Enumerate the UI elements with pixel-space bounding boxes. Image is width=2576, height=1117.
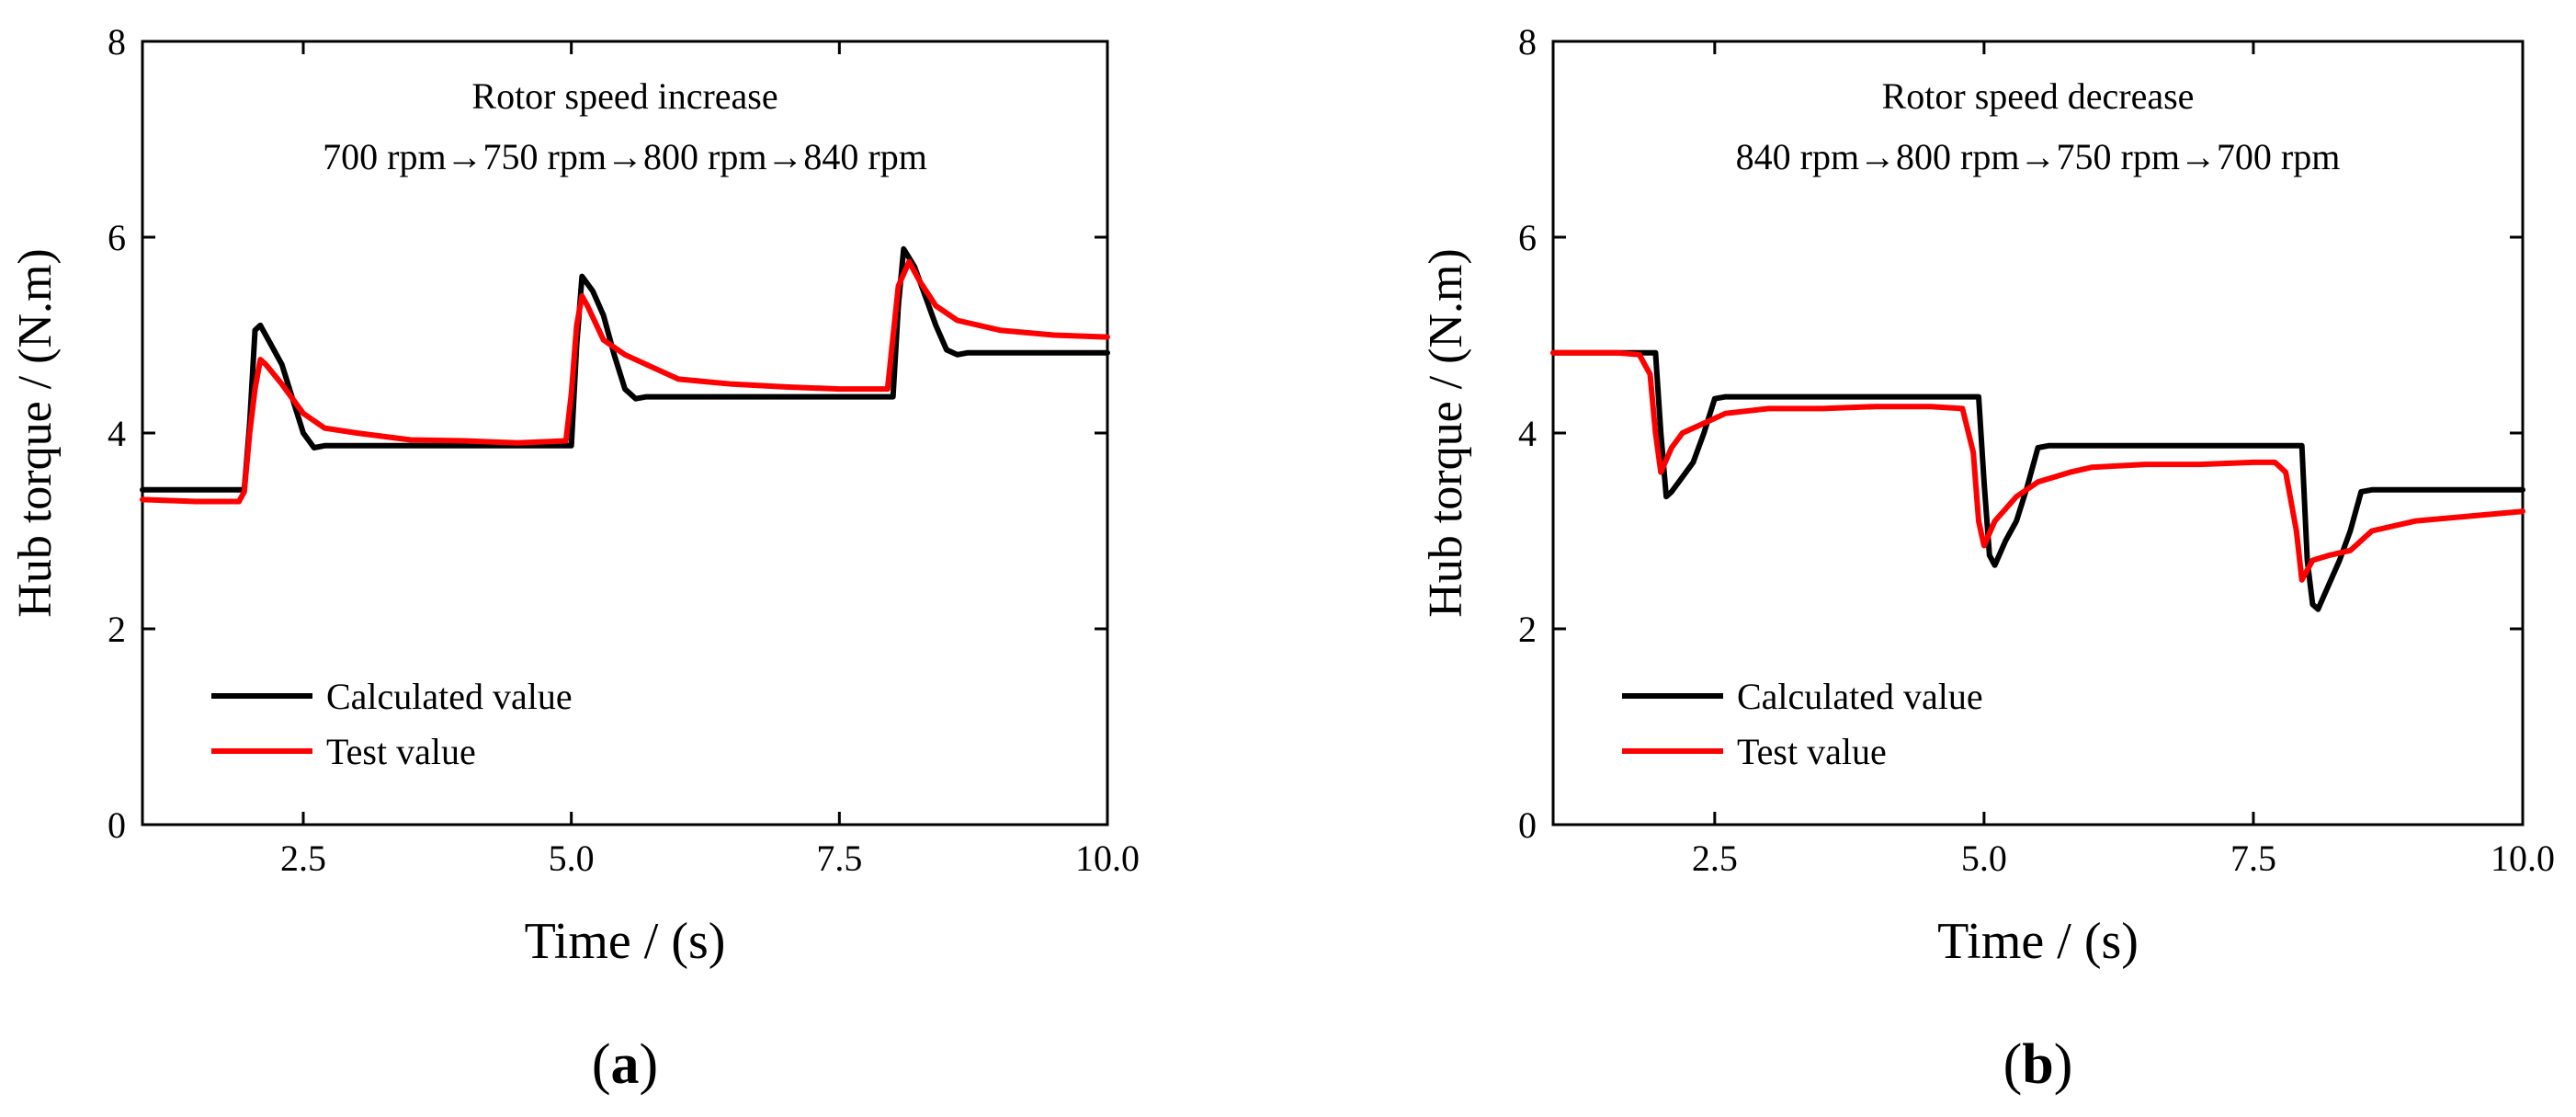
y-axis-label: Hub torque / (N.m) [1420,248,1472,617]
annotation-title: Rotor speed increase [471,75,777,117]
series-line-test-value [140,258,1110,505]
y-tick-label: 6 [108,217,126,258]
x-tick-label: 5.0 [1961,838,2007,879]
y-tick-label: 2 [108,609,126,650]
legend-label-calculated-value: Calculated value [326,676,573,717]
y-tick-label: 6 [1518,217,1537,258]
series-line-test-value [1550,349,2525,583]
x-tick-label: 7.5 [816,838,862,879]
y-tick-label: 2 [1518,609,1537,650]
chart-a: 0 2 4 6 8 2.5 5.0 7.5 10.0 Time / (s) Hub torque /… [9,21,1140,1096]
x-axis-label: Time / (s) [525,913,726,970]
panel-label: (b) [2003,1033,2073,1096]
panel-label: (a) [592,1033,658,1096]
legend-label-test-value: Test value [1737,731,1887,772]
x-tick-label: 5.0 [549,838,595,879]
y-tick-label: 0 [108,804,126,846]
x-tick-label: 2.5 [280,838,326,879]
x-tick-label: 10.0 [2491,838,2555,879]
x-tick-label: 10.0 [1075,838,1140,879]
x-tick-label: 2.5 [1692,838,1738,879]
y-axis-label: Hub torque / (N.m) [9,248,62,617]
y-tick-label: 4 [108,413,126,454]
annotation-title: Rotor speed decrease [1882,75,2195,117]
series-line-calculated-value [1550,349,2525,612]
annotation-speeds: 700 rpm→750 rpm→800 rpm→840 rpm [323,136,927,177]
legend-label-calculated-value: Calculated value [1737,676,1983,717]
x-axis-label: Time / (s) [1937,913,2139,970]
y-tick-label: 4 [1518,413,1537,454]
chart-b: 0 2 4 6 8 2.5 5.0 7.5 10.0 Time / (s) Hub torque /… [1420,21,2555,1096]
annotation-speeds: 840 rpm→800 rpm→750 rpm→700 rpm [1736,136,2341,177]
x-tick-label: 7.5 [2230,838,2276,879]
y-tick-label: 8 [1518,21,1537,63]
legend-label-test-value: Test value [326,731,476,772]
y-tick-label: 0 [1518,804,1537,846]
y-tick-label: 8 [108,21,126,63]
series-line-calculated-value [140,245,1110,493]
